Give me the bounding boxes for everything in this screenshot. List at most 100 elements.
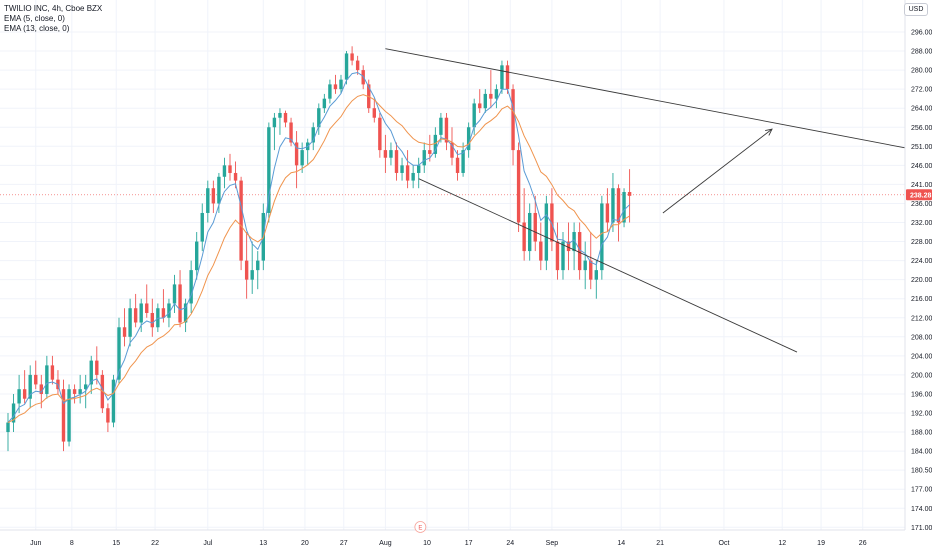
candle-body: [78, 389, 82, 394]
candle-body: [294, 142, 299, 166]
candle-body: [594, 270, 598, 280]
last-price-badge: [906, 189, 932, 201]
candle-body: [72, 389, 77, 394]
currency-button[interactable]: USD: [904, 3, 928, 16]
candle-body: [417, 165, 421, 173]
candle-body: [422, 150, 426, 166]
candle-body: [483, 93, 487, 109]
candle-body: [22, 389, 27, 399]
candle-body: [350, 53, 354, 61]
price-tick-label: 180.50: [911, 468, 932, 475]
candle-body: [139, 303, 143, 323]
candle-body: [389, 150, 393, 158]
candle-body: [328, 84, 332, 99]
candle-body: [444, 117, 449, 143]
price-tick-label: 251.00: [911, 144, 932, 151]
candle-body: [317, 108, 321, 128]
candle-body: [283, 112, 288, 123]
ema5-legend-label[interactable]: EMA (5, close, 0): [4, 14, 65, 23]
price-tick-label: 264.00: [911, 106, 932, 113]
price-tick-label: 241.00: [911, 182, 932, 189]
price-tick-label: 256.00: [911, 125, 932, 132]
candle-body: [167, 303, 171, 318]
candle-body: [161, 308, 166, 318]
price-tick-label: 212.00: [911, 315, 932, 322]
chart-legend: TWILIO INC, 4h, Cboe BZX EMA (5, close, …: [4, 4, 102, 34]
candle-body: [272, 117, 277, 128]
candle-body: [267, 127, 271, 213]
candle-body: [189, 270, 193, 304]
candle-body: [133, 308, 138, 323]
candle-body: [183, 303, 188, 323]
candle-body: [11, 403, 16, 423]
candle-body: [17, 389, 21, 404]
time-tick-label: 20: [301, 540, 309, 547]
price-tick-label: 200.00: [911, 372, 932, 379]
ema-layer: [7, 71, 630, 423]
candle-body: [50, 365, 55, 380]
candle-body: [583, 260, 587, 271]
candle-body: [222, 165, 227, 177]
candle-body: [34, 374, 38, 385]
price-tick-label: 216.00: [911, 296, 932, 303]
price-tick-label: 184.00: [911, 449, 932, 456]
lower-trendline: [418, 178, 798, 353]
price-tick-label: 192.00: [911, 411, 932, 418]
candle-body: [311, 127, 315, 143]
candle-body: [516, 150, 521, 223]
time-tick-label: 21: [656, 540, 664, 547]
time-tick-label: 22: [151, 540, 159, 547]
price-tick-label: 177.00: [911, 487, 932, 494]
candle-body: [589, 260, 593, 280]
event-marker-layer: E: [414, 521, 427, 533]
candle-body: [455, 157, 460, 173]
last-price-label: 238.28: [910, 192, 932, 199]
candle-body: [150, 312, 154, 328]
ema13-line: [7, 94, 630, 423]
time-tick-label: 13: [259, 540, 267, 547]
candle-body: [206, 188, 210, 213]
candle-body: [600, 203, 604, 271]
candle-body: [339, 79, 343, 90]
candle-body: [95, 360, 99, 375]
candle-body: [439, 117, 443, 135]
candle-body: [478, 103, 482, 109]
candle-body: [622, 192, 626, 223]
price-tick-label: 174.00: [911, 506, 932, 513]
candle-body: [394, 150, 399, 173]
candle-body: [106, 408, 110, 423]
candle-body: [461, 150, 465, 173]
time-tick-label: Sep: [546, 540, 559, 547]
time-tick-label: 17: [465, 540, 473, 547]
time-tick-label: Jun: [30, 540, 41, 547]
candle-body: [122, 327, 127, 337]
time-tick-label: 26: [859, 540, 867, 547]
candle-body: [372, 108, 376, 118]
candle-body: [433, 134, 438, 154]
time-axis: Jun 8 15 22 Jul 13 20 27 Aug 10 17 24 Sep 14 21 Oct 12 19…: [0, 529, 905, 547]
earnings-event-marker[interactable]: [414, 521, 427, 533]
candle-body: [605, 203, 610, 223]
candle-body: [400, 165, 404, 173]
grid-layer: [0, 0, 905, 530]
candle-body: [383, 150, 388, 158]
candle-body: [128, 308, 132, 337]
candle-body: [89, 360, 93, 385]
candle-body: [6, 422, 10, 433]
candle-body: [555, 241, 560, 271]
candle-body: [405, 165, 410, 181]
ema13-legend-label[interactable]: EMA (13, close, 0): [4, 24, 70, 33]
time-tick-label: 24: [506, 540, 514, 547]
candle-body: [500, 65, 504, 90]
candle-body: [616, 188, 621, 223]
candle-body: [300, 150, 304, 166]
candle-body: [494, 89, 499, 99]
symbol-title: TWILIO INC, 4h, Cboe BZX: [4, 4, 103, 13]
candle-body: [278, 112, 282, 118]
price-tick-label: 208.00: [911, 334, 932, 341]
candle-body: [411, 172, 415, 181]
price-tick-label: 288.00: [911, 49, 932, 56]
candle-body: [84, 384, 88, 390]
